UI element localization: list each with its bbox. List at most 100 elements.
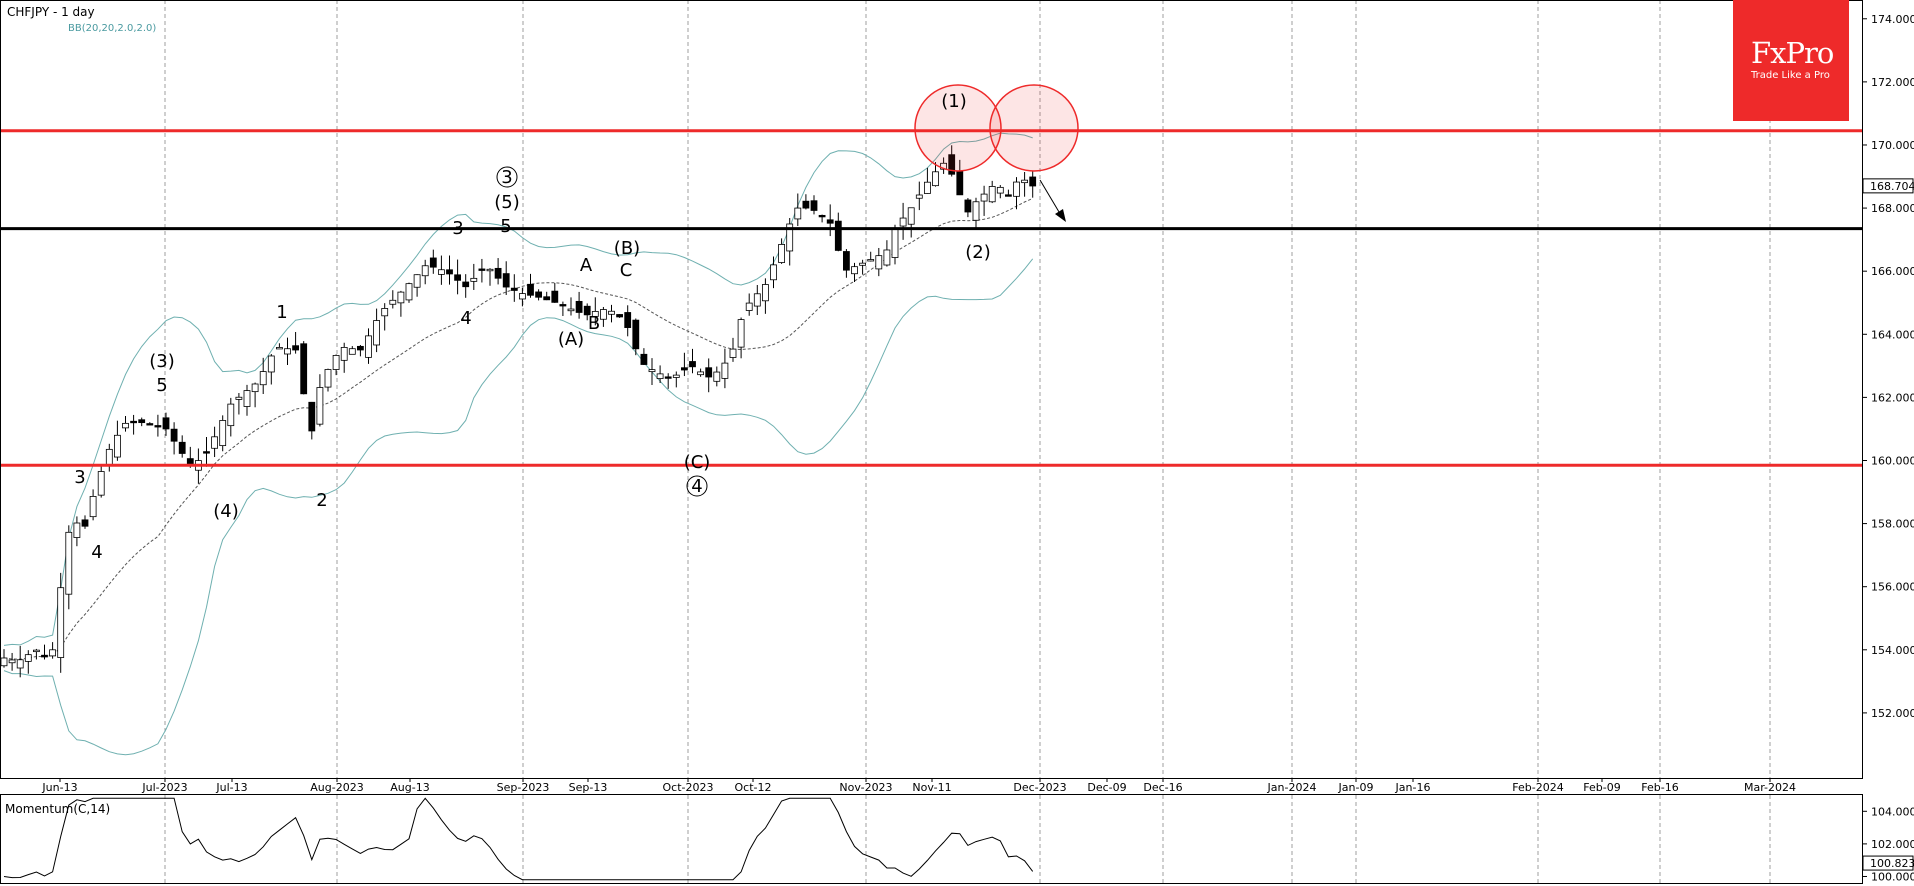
candle-body: [737, 319, 745, 348]
candle-body: [996, 186, 1004, 194]
bb-lower-band: [3, 258, 1034, 756]
candle-body: [535, 291, 542, 298]
candle-body: [494, 267, 502, 279]
y-tick-label: 174.000: [1871, 13, 1914, 26]
candle-body: [381, 308, 389, 317]
x-tick-label: Jan-2024: [1267, 781, 1317, 794]
candle-body: [600, 309, 607, 320]
candle-body: [251, 383, 259, 393]
candle-body: [65, 531, 73, 595]
wave-label: B: [588, 313, 600, 334]
candle-body: [729, 348, 737, 358]
forecast-arrow-line: [1039, 179, 1063, 218]
candle-body: [49, 649, 56, 657]
candle-body: [859, 262, 866, 266]
candle-body: [1005, 194, 1012, 197]
candle-body: [162, 417, 170, 430]
wave-label: (5): [494, 192, 520, 213]
wave-label: 3: [501, 167, 512, 188]
candle-body: [0, 657, 8, 667]
candle-body: [138, 419, 146, 424]
x-tick-label: Aug-13: [390, 781, 429, 794]
candle-body: [89, 496, 97, 518]
x-tick-label: Jul-13: [215, 781, 247, 794]
candle-body: [551, 290, 559, 303]
candle-body: [81, 519, 89, 527]
wave-labels: 3 4 (3) 5 (4) 1 2 3 4 3 (5) 5 A (A)B (B)C (C) 4 (1) (2): [74, 91, 990, 563]
candle-body: [365, 335, 372, 358]
candle-body: [794, 207, 802, 220]
candle-body: [235, 396, 243, 400]
momentum-y-tick-label: 104.000: [1871, 805, 1914, 818]
momentum-y-tick-label: 100.000: [1871, 870, 1914, 883]
wave-circle: [686, 475, 708, 497]
candle-body: [883, 249, 891, 266]
x-tick-label: Sep-2023: [497, 781, 550, 794]
candle-body: [332, 355, 340, 370]
candle-body: [843, 251, 850, 271]
candle-body: [770, 264, 777, 281]
candle-body: [899, 217, 907, 227]
candle-body: [1013, 181, 1020, 197]
candle-body: [907, 207, 915, 225]
candle-body: [745, 302, 753, 311]
wave-label: (C): [684, 452, 711, 473]
candle-body: [875, 255, 883, 270]
candle-body: [648, 369, 656, 373]
y-tick-label: 172.000: [1871, 76, 1914, 89]
wave-circle: [496, 166, 518, 188]
x-tick-label: Dec-16: [1143, 781, 1182, 794]
wave-label: 1: [276, 302, 287, 323]
wave-label: 4: [691, 476, 702, 497]
candle-body: [559, 304, 567, 307]
highlight-circle-1: [914, 84, 1002, 172]
candle-body: [316, 387, 324, 425]
candle-body: [915, 194, 923, 199]
candle-body: [389, 299, 397, 305]
y-tick-label: 154.000: [1871, 644, 1914, 657]
candle-body: [583, 305, 591, 316]
candle-body: [851, 266, 858, 275]
momentum-line: [3, 797, 1034, 881]
candle-body: [243, 390, 251, 407]
candle-body: [211, 436, 219, 449]
candle-body: [348, 348, 356, 355]
wave-label: (A): [558, 329, 584, 350]
candle-body: [219, 420, 227, 447]
candle-body: [681, 367, 688, 371]
candle-body: [267, 355, 275, 373]
x-tick-label: Jan-09: [1338, 781, 1374, 794]
x-tick-label: Sep-13: [569, 781, 608, 794]
y-tick-label: 168.000: [1871, 202, 1914, 215]
bb-upper-band: [3, 132, 1033, 646]
wave-label: (B): [614, 238, 640, 259]
candle-body: [178, 441, 186, 454]
candle-body: [105, 448, 113, 467]
candle-body: [227, 403, 235, 427]
x-tick-label: Jan-16: [1395, 781, 1431, 794]
y-tick-label: 158.000: [1871, 518, 1914, 531]
x-tick-label: Jun-13: [41, 781, 77, 794]
candle-body: [810, 200, 818, 211]
candle-body: [486, 268, 494, 272]
fxpro-logo: FxPro Trade Like a Pro: [1733, 0, 1849, 121]
candle-body: [543, 296, 551, 301]
candle-body: [502, 273, 510, 288]
y-tick-label: 164.000: [1871, 328, 1914, 341]
wave-label: (3): [149, 351, 175, 372]
x-tick-label: Oct-2023: [663, 781, 714, 794]
candle-body: [1021, 179, 1028, 184]
candle-body: [826, 219, 834, 224]
candle-body: [114, 434, 121, 458]
wave-label: 4: [460, 308, 471, 329]
candle-body: [672, 374, 680, 378]
candle-body: [664, 376, 672, 379]
momentum-last-box: [1862, 855, 1914, 871]
x-tick-label: Dec-09: [1087, 781, 1126, 794]
candle-body: [24, 654, 32, 662]
bollinger-bands: [3, 132, 1034, 756]
candle-body: [154, 425, 162, 428]
candle-body: [948, 154, 956, 175]
candle-body: [373, 320, 381, 346]
